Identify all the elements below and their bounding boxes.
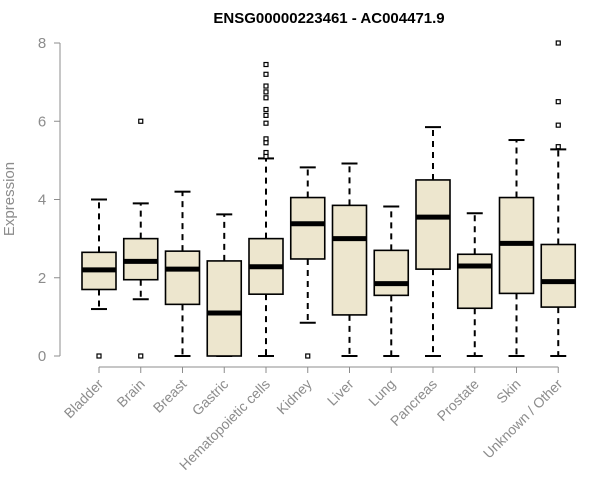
outlier-point bbox=[263, 89, 269, 95]
outlier-point bbox=[263, 140, 269, 146]
x-tick-label: Lung bbox=[365, 376, 398, 409]
x-tick-label: Unknown / Other bbox=[480, 376, 566, 462]
box-iqr bbox=[540, 243, 577, 308]
box-iqr bbox=[206, 260, 243, 357]
outlier-point bbox=[263, 71, 269, 77]
outlier-point bbox=[263, 83, 269, 89]
outlier-point bbox=[555, 122, 561, 128]
y-tick-label: 0 bbox=[38, 348, 46, 365]
x-tick-label: Liver bbox=[324, 376, 357, 409]
outlier-point bbox=[555, 144, 561, 150]
box-iqr bbox=[164, 250, 201, 306]
chart-title: ENSG00000223461 - AC004471.9 bbox=[213, 10, 444, 27]
outlier-point bbox=[138, 118, 144, 124]
x-tick-label: Breast bbox=[150, 376, 190, 416]
outlier-point bbox=[263, 61, 269, 68]
x-tick-label: Bladder bbox=[61, 376, 107, 422]
y-tick-label: 8 bbox=[38, 35, 46, 52]
outlier-point bbox=[96, 353, 102, 359]
box-iqr bbox=[456, 253, 493, 310]
outlier-point bbox=[263, 153, 269, 160]
y-tick-label: 4 bbox=[38, 192, 46, 209]
outlier-point bbox=[263, 120, 269, 126]
x-tick-label: Brain bbox=[113, 376, 147, 410]
box-iqr bbox=[373, 249, 410, 297]
boxes-layer bbox=[81, 40, 577, 359]
outlier-point bbox=[263, 106, 269, 113]
box-iqr bbox=[415, 179, 451, 270]
x-tick-label: Skin bbox=[493, 376, 524, 407]
outlier-point bbox=[305, 353, 311, 359]
outlier-point bbox=[263, 95, 269, 101]
outlier-point bbox=[555, 40, 561, 46]
box-iqr bbox=[331, 204, 368, 316]
y-axis-label: Expression bbox=[1, 162, 18, 236]
x-tick-label: Prostate bbox=[434, 376, 482, 424]
x-tick-label: Kidney bbox=[273, 376, 315, 418]
y-tick-label: 2 bbox=[38, 270, 46, 287]
outlier-point bbox=[138, 353, 144, 359]
outlier-point bbox=[555, 99, 561, 105]
y-tick-label: 6 bbox=[38, 113, 46, 130]
outlier-point bbox=[263, 112, 269, 118]
box-iqr bbox=[289, 196, 326, 260]
